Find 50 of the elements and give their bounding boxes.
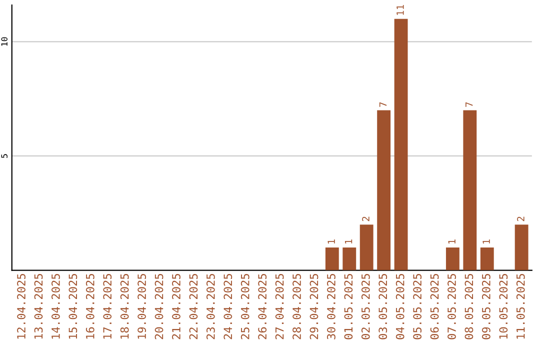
bar xyxy=(394,18,408,270)
x-tick-label: 24.04.2025 xyxy=(224,274,232,340)
bar xyxy=(463,110,477,270)
x-tick-label: 11.05.2025 xyxy=(516,274,525,339)
bar xyxy=(325,247,339,270)
x-tick-label: 23.04.2025 xyxy=(206,274,215,340)
x-tick-label: 21.04.2025 xyxy=(172,274,180,340)
x-tick-label: 17.04.2025 xyxy=(103,274,112,339)
x-tick-label: 03.05.2025 xyxy=(378,274,388,340)
data-label: 1 xyxy=(328,239,335,244)
data-label: 2 xyxy=(517,216,524,222)
x-tick-label: 27.04.2025 xyxy=(275,274,284,340)
data-label: 1 xyxy=(482,239,490,244)
x-tick-label: 25.04.2025 xyxy=(240,274,250,340)
x-tick-label: 29.04.2025 xyxy=(310,274,318,340)
bar xyxy=(480,247,494,270)
bar xyxy=(514,224,528,270)
x-tick-label: 02.05.2025 xyxy=(361,274,370,340)
x-tick-label: 10.05.2025 xyxy=(499,274,508,339)
x-tick-label: 08.05.2025 xyxy=(464,274,474,340)
data-label: 1 xyxy=(448,239,456,244)
bar xyxy=(446,247,460,270)
y-tick-label: 10 xyxy=(1,37,8,46)
x-tick-label: 15.04.2025 xyxy=(68,274,78,339)
x-tick-label: 09.05.2025 xyxy=(482,274,490,340)
x-tick-label: 26.04.2025 xyxy=(258,274,267,340)
x-tick-label: 01.05.2025 xyxy=(344,274,353,340)
x-tick-label: 16.04.2025 xyxy=(86,274,94,339)
x-tick-label: 06.05.2025 xyxy=(430,274,439,340)
data-label: 11 xyxy=(396,4,404,15)
x-tick-label: 14.04.2025 xyxy=(52,274,60,339)
x-tick-label: 19.04.2025 xyxy=(138,274,146,339)
x-tick-label: 20.04.2025 xyxy=(154,274,164,340)
x-tick-label: 28.04.2025 xyxy=(292,274,301,340)
bar xyxy=(377,110,391,270)
data-label: 2 xyxy=(362,216,370,222)
x-tick-label: 30.04.2025 xyxy=(327,274,336,340)
y-tick-label: 5 xyxy=(1,154,8,158)
x-tick-label: 04.05.2025 xyxy=(396,274,404,340)
x-tick-label: 13.04.2025 xyxy=(34,274,43,339)
data-label: 7 xyxy=(466,102,473,107)
x-tick-label: 05.05.2025 xyxy=(413,274,422,340)
data-label: 1 xyxy=(344,239,352,244)
x-tick-label: 18.04.2025 xyxy=(120,274,129,339)
x-tick-label: 12.04.2025 xyxy=(17,274,26,339)
bar xyxy=(360,224,374,270)
x-tick-label: 22.04.2025 xyxy=(189,274,198,340)
data-label: 7 xyxy=(379,102,387,107)
bar xyxy=(342,247,356,270)
x-tick-label: 07.05.2025 xyxy=(448,274,456,340)
